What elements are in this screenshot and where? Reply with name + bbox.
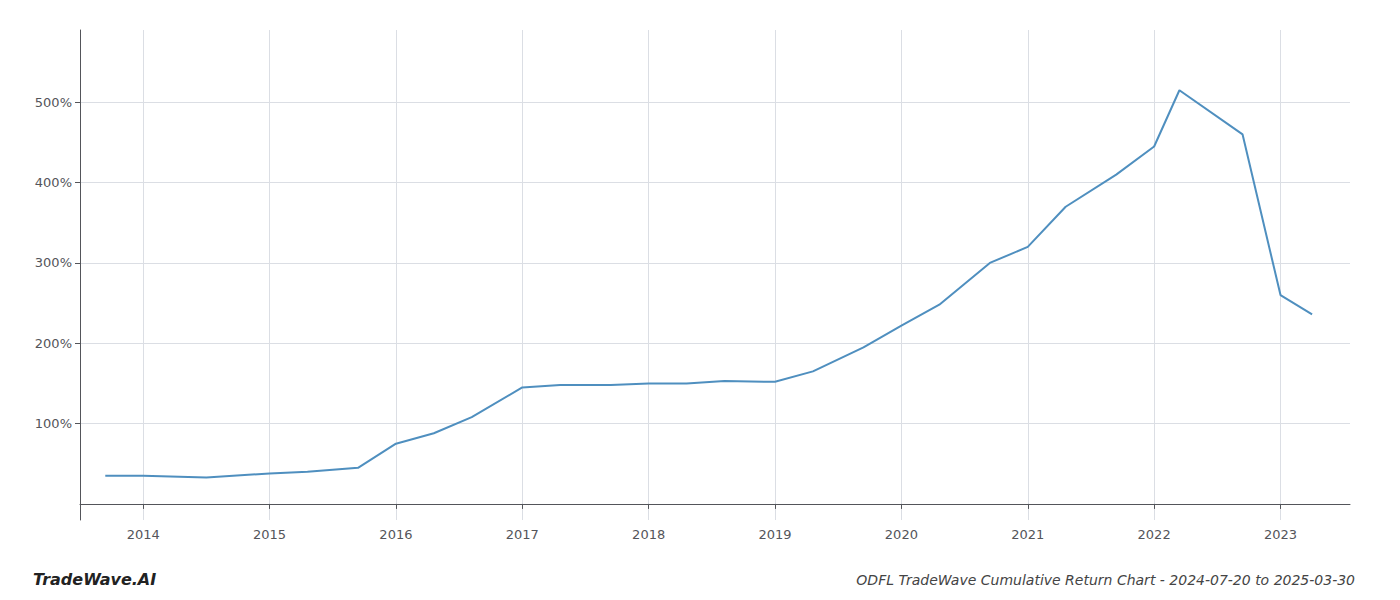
svg-text:2017: 2017 (506, 527, 539, 542)
svg-text:2022: 2022 (1138, 527, 1171, 542)
svg-text:300%: 300% (35, 255, 72, 270)
svg-text:2019: 2019 (758, 527, 791, 542)
svg-text:2021: 2021 (1011, 527, 1044, 542)
svg-text:200%: 200% (35, 336, 72, 351)
svg-text:TradeWave.AI: TradeWave.AI (33, 570, 156, 589)
svg-text:2018: 2018 (632, 527, 665, 542)
svg-text:500%: 500% (35, 95, 72, 110)
svg-text:100%: 100% (35, 416, 72, 431)
svg-text:ODFL TradeWave Cumulative Retu: ODFL TradeWave Cumulative Return Chart -… (856, 572, 1355, 588)
svg-text:400%: 400% (35, 175, 72, 190)
svg-text:2016: 2016 (379, 527, 412, 542)
svg-text:2023: 2023 (1264, 527, 1297, 542)
svg-text:2014: 2014 (127, 527, 160, 542)
svg-text:2015: 2015 (253, 527, 286, 542)
svg-text:2020: 2020 (885, 527, 918, 542)
